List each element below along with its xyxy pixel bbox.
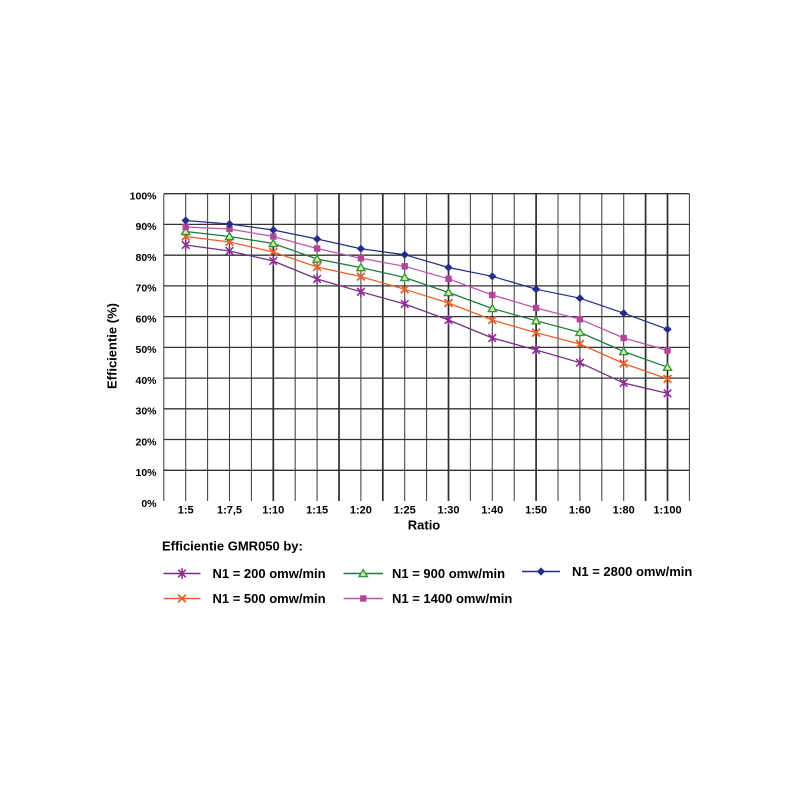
svg-text:1:30: 1:30 [437, 505, 459, 517]
svg-text:1:10: 1:10 [262, 505, 284, 517]
svg-text:70%: 70% [135, 283, 157, 295]
svg-text:20%: 20% [135, 436, 157, 448]
svg-text:Efficientie GMR050 by:: Efficientie GMR050 by: [162, 539, 303, 554]
svg-text:90%: 90% [135, 221, 157, 233]
svg-text:1:60: 1:60 [569, 505, 591, 517]
svg-text:100%: 100% [130, 191, 158, 203]
svg-text:0%: 0% [141, 498, 157, 510]
svg-text:Efficientie (%): Efficientie (%) [105, 303, 120, 389]
svg-text:40%: 40% [135, 375, 157, 387]
svg-text:N1 = 2800 omw/min: N1 = 2800 omw/min [572, 564, 692, 579]
svg-text:60%: 60% [135, 313, 157, 325]
svg-text:1:20: 1:20 [350, 505, 372, 517]
svg-text:80%: 80% [135, 252, 157, 264]
svg-text:Ratio: Ratio [408, 517, 441, 532]
svg-text:N1 = 500 omw/min: N1 = 500 omw/min [213, 591, 326, 606]
svg-text:50%: 50% [135, 344, 157, 356]
svg-text:1:40: 1:40 [481, 505, 503, 517]
svg-text:1:15: 1:15 [306, 505, 328, 517]
svg-text:1:50: 1:50 [525, 505, 547, 517]
svg-text:N1 = 200 omw/min: N1 = 200 omw/min [213, 566, 326, 581]
svg-text:10%: 10% [135, 467, 157, 479]
svg-text:1:5: 1:5 [178, 505, 194, 517]
svg-text:N1 = 1400 omw/min: N1 = 1400 omw/min [392, 591, 512, 606]
svg-text:1:80: 1:80 [613, 505, 635, 517]
svg-text:1:100: 1:100 [653, 505, 681, 517]
svg-text:1:25: 1:25 [394, 505, 416, 517]
svg-text:30%: 30% [135, 406, 157, 418]
svg-text:N1 = 900 omw/min: N1 = 900 omw/min [392, 566, 505, 581]
svg-text:1:7,5: 1:7,5 [217, 505, 242, 517]
